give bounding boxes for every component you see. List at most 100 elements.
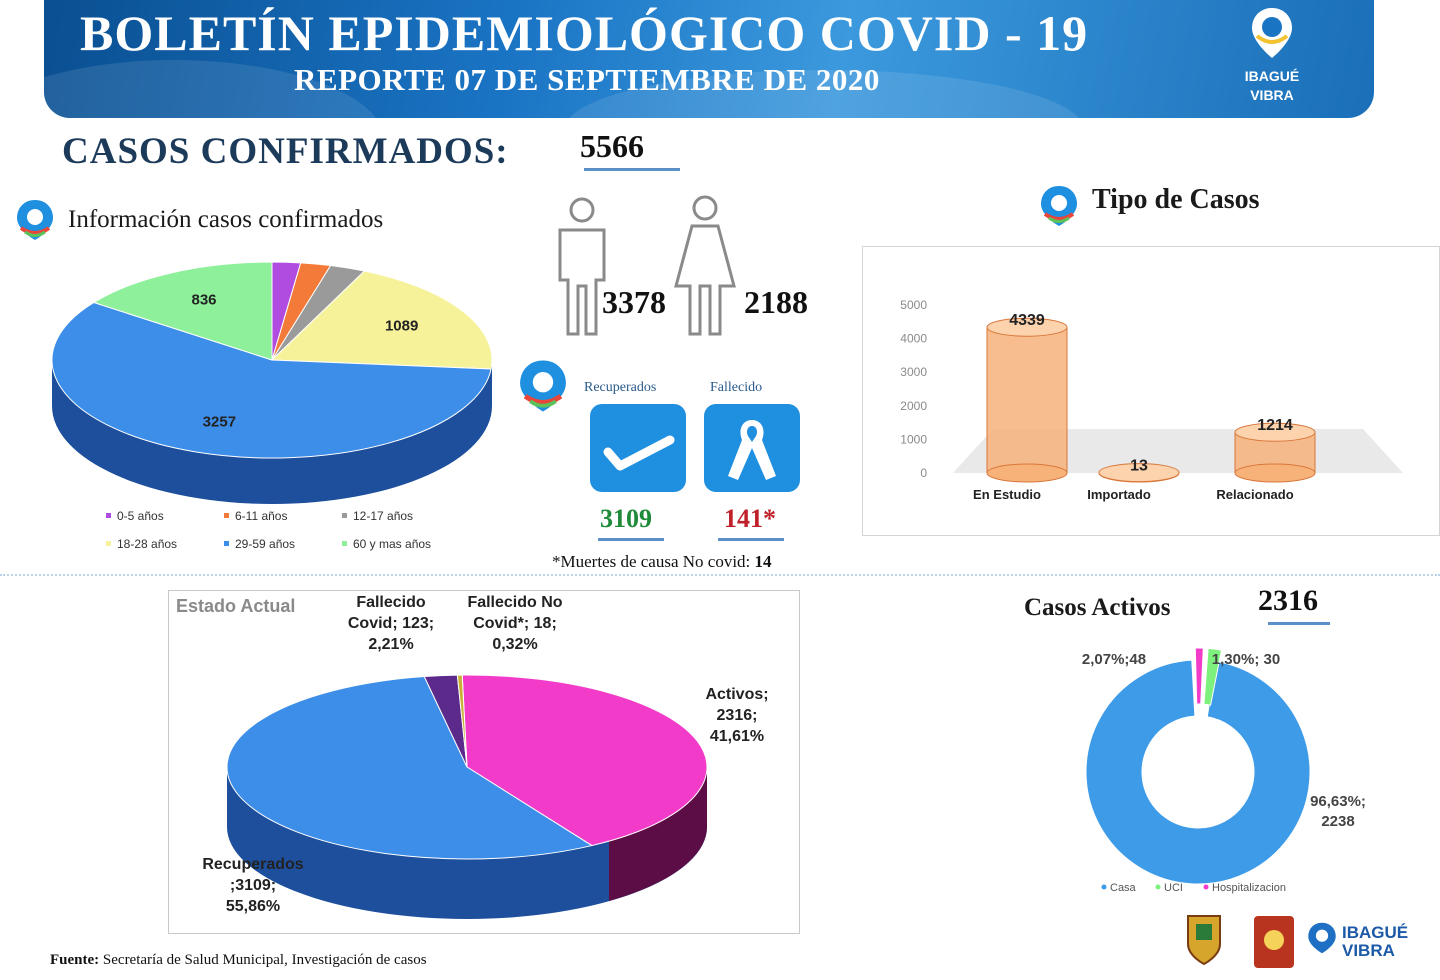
legend-swatch [106, 513, 111, 518]
ribbon-icon [728, 420, 776, 480]
deceased-value: 141* [724, 504, 776, 533]
legend-swatch [1101, 884, 1107, 890]
y-tick-label: 2000 [900, 399, 927, 413]
male-figure-icon [558, 197, 606, 336]
pie-data-label-fallecido-no-covid: Fallecido No Covid*; 18; 0,32% [467, 594, 562, 653]
location-pin-icon [1041, 186, 1077, 226]
note-prefix: *Muertes de causa No covid: [552, 552, 755, 571]
legend-swatch [224, 541, 229, 546]
legend-label-29-59-anos: 29-59 años [235, 537, 295, 551]
active-cases-value: 2316 [1258, 584, 1318, 617]
underline [598, 538, 664, 541]
age-section-title: Información casos confirmados [68, 206, 384, 233]
deceased-label: Fallecido [710, 380, 763, 395]
bar-en-estudio: 4339 [986, 312, 1068, 483]
source-label: Fuente: [50, 952, 100, 968]
page-subtitle: REPORTE 07 DE SEPTIEMBRE DE 2020 [294, 62, 880, 97]
legend-swatch [106, 541, 111, 546]
pie-data-label: 1089 [385, 318, 418, 335]
female-count: 2188 [744, 284, 808, 320]
legend-label-12-17-anos: 12-17 años [353, 509, 413, 523]
legend-swatch [1155, 884, 1161, 890]
pie-slice-recuperados [226, 675, 594, 860]
legend-label-6-11-anos: 6-11 años [235, 509, 287, 523]
non-covid-deaths-note: *Muertes de causa No covid: 14 [552, 552, 772, 572]
legend-label-uci: UCI [1164, 882, 1183, 894]
pie-data-label-fallecido-covid: Fallecido Covid; 123; 2,21% [348, 594, 434, 653]
bar-top [1234, 422, 1316, 442]
bar-data-label: 1214 [1257, 417, 1293, 434]
bar-base [1234, 463, 1316, 483]
location-pin-icon [1308, 922, 1336, 954]
donut-slice-uci [1203, 647, 1223, 706]
legend-label-casa: Casa [1110, 882, 1137, 894]
legend-swatch [342, 541, 347, 546]
x-category-label-relacionado: Relacionado [1216, 487, 1293, 502]
pie-data-label: 145 [365, 244, 390, 246]
active-cases-donut-chart: 96,63%; 2238 2,07%;48 1,30%; 30 Casa UCI Hosp… [1082, 647, 1366, 894]
pie-slice-60-y-mas-anos [92, 261, 273, 361]
mayor-office-logo-icon [1254, 916, 1294, 968]
note-value: 14 [754, 552, 772, 571]
location-pin-icon [17, 200, 53, 240]
pie-slice-29-59-anos [51, 301, 492, 459]
section-divider [0, 574, 1440, 576]
male-count: 3378 [602, 284, 666, 320]
pie-data-label-recuperados: Recuperados ;3109; 55,86% [202, 856, 303, 915]
legend-label-60-y-mas-anos: 60 y mas años [353, 537, 431, 551]
y-tick-label: 0 [920, 466, 927, 480]
pie-data-label-activos: Activos; 2316; 41,61% [705, 686, 768, 745]
pie-slice-activos [461, 674, 708, 847]
underline [1268, 622, 1330, 625]
location-pin-icon [1252, 8, 1292, 58]
city-coat-of-arms-icon [1187, 915, 1221, 966]
logo-text-line2: VIBRA [1342, 941, 1395, 960]
pie-slice-18-28-anos [270, 270, 493, 370]
legend-swatch [1203, 884, 1209, 890]
bar-data-label: 4339 [1009, 312, 1045, 329]
donut-slice-casa [1085, 659, 1311, 885]
source-text: Secretaría de Salud Municipal, Investiga… [99, 952, 427, 968]
current-status-pie-chart: Activos; 2316; 41,61% Recuperados ;3109; 55,8… [202, 594, 769, 919]
bar-top [986, 317, 1068, 337]
deceased-tile [704, 404, 800, 492]
current-status-chart-frame: Activos; 2316; 41,61% Recuperados ;3109; 55,8… [168, 590, 800, 934]
header-banner: BOLETÍN EPIDEMIOLÓGICO COVID - 19 REPORT… [44, 0, 1374, 118]
x-category-label-importado: Importado [1087, 487, 1151, 502]
female-figure-icon [674, 195, 736, 336]
legend-label-0-5-anos: 0-5 años [117, 509, 164, 523]
recovered-tile [590, 404, 686, 492]
ibague-vibra-logo: IBAGUÉ VIBRA [1230, 6, 1314, 110]
logo-text-line2: VIBRA [1250, 87, 1294, 103]
x-category-label-en-estudio: En Estudio [973, 487, 1041, 502]
confirmed-cases-value: 5566 [580, 128, 644, 164]
bar-relacionado: 1214 [1234, 417, 1316, 483]
checkmark-icon [603, 435, 675, 471]
legend-swatch [224, 513, 229, 518]
pie-data-label: 3257 [203, 413, 236, 430]
source-note: Fuente: Secretaría de Salud Municipal, I… [50, 952, 427, 969]
bar-body [986, 326, 1068, 474]
active-cases-title: Casos Activos [1024, 594, 1171, 621]
underline [584, 168, 680, 171]
pie-slice-fallecido-no-covid [456, 674, 468, 768]
y-tick-label: 5000 [900, 298, 927, 312]
legend-label-18-28-anos: 18-28 años [117, 537, 177, 551]
donut-data-label-uci: 2,07%;48 [1082, 651, 1146, 668]
bar-base [986, 463, 1068, 483]
current-status-title: Estado Actual [176, 596, 296, 616]
pie-data-label: 836 [191, 292, 216, 309]
bar-data-label: 13 [1130, 458, 1148, 475]
y-tick-label: 1000 [900, 432, 927, 446]
bar-importado: 13 [1098, 458, 1180, 483]
recovered-label: Recuperados [584, 380, 657, 395]
page-title: BOLETÍN EPIDEMIOLÓGICO COVID - 19 [80, 5, 1089, 61]
recovered-value: 3109 [600, 504, 652, 533]
legend-swatch [342, 513, 347, 518]
logo-text-line1: IBAGUÉ [1244, 68, 1300, 84]
bar-top [1098, 463, 1180, 483]
y-tick-label: 4000 [900, 332, 927, 346]
logo-text-line1: IBAGUÉ [1342, 923, 1409, 942]
y-tick-label: 3000 [900, 365, 927, 379]
underline [718, 538, 784, 541]
